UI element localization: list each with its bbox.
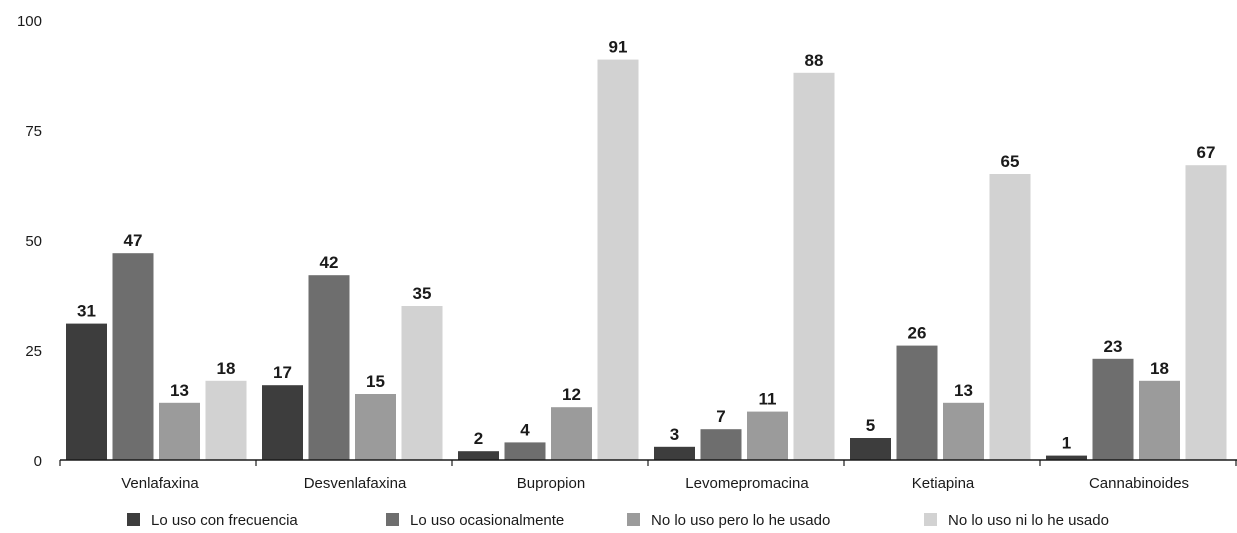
legend: Lo uso con frecuencia Lo uso ocasionalme… — [127, 512, 1109, 529]
category-label-venlafaxina: Venlafaxina — [121, 475, 199, 492]
data-label: 13 — [954, 381, 973, 400]
category-label-bupropion: Bupropion — [517, 475, 585, 492]
bar — [896, 345, 938, 460]
bar — [700, 429, 742, 460]
category-label-cannabinoides: Cannabinoides — [1089, 475, 1189, 492]
bar — [308, 275, 350, 460]
bar — [1046, 455, 1087, 460]
legend-swatch-frecuencia — [127, 513, 140, 526]
bar — [355, 394, 396, 460]
data-label: 17 — [273, 363, 292, 382]
bar — [262, 385, 303, 460]
data-label: 1 — [1062, 434, 1071, 453]
data-labels-layer: 31 47 13 18 17 42 15 35 2 4 12 91 3 7 11 88 5 26 13 65 1 23 18… — [77, 38, 1215, 453]
bars-layer — [66, 59, 1227, 461]
legend-label-nunca: No lo uso ni lo he usado — [948, 512, 1109, 529]
category-labels: Venlafaxina Desvenlafaxina Bupropion Lev… — [121, 475, 1189, 492]
x-axis-ticks — [59, 460, 1237, 466]
bar — [747, 411, 788, 460]
bar — [793, 72, 835, 461]
bar — [504, 442, 546, 460]
bar — [205, 380, 247, 460]
category-label-desvenlafaxina: Desvenlafaxina — [304, 475, 407, 492]
bar — [159, 402, 200, 460]
legend-label-frecuencia: Lo uso con frecuencia — [151, 512, 298, 529]
bar — [1185, 165, 1227, 460]
data-label: 11 — [759, 390, 777, 409]
bar — [401, 306, 443, 460]
category-label-ketiapina: Ketiapina — [912, 475, 975, 492]
legend-swatch-ocasionalmente — [386, 513, 399, 526]
data-label: 23 — [1104, 337, 1123, 356]
legend-swatch-nunca — [924, 513, 937, 526]
data-label: 5 — [866, 416, 875, 435]
bar — [943, 402, 984, 460]
data-label: 18 — [217, 359, 236, 378]
y-tick-label: 0 — [34, 453, 42, 470]
data-label: 18 — [1150, 359, 1169, 378]
y-tick-label: 100 — [17, 13, 42, 30]
data-label: 42 — [320, 253, 339, 272]
bar — [458, 451, 499, 460]
data-label: 12 — [562, 385, 581, 404]
data-label: 4 — [520, 420, 530, 439]
bar — [551, 407, 592, 460]
bar — [597, 59, 639, 460]
data-label: 26 — [908, 324, 927, 343]
y-tick-label: 75 — [25, 123, 42, 140]
y-tick-label: 25 — [25, 343, 42, 360]
data-label: 7 — [716, 407, 725, 426]
legend-label-ocasionalmente: Lo uso ocasionalmente — [410, 512, 564, 529]
bar — [1139, 380, 1180, 460]
data-label: 35 — [413, 284, 432, 303]
bar — [850, 438, 891, 460]
data-label: 2 — [474, 429, 483, 448]
legend-label-usado: No lo uso pero lo he usado — [651, 512, 830, 529]
data-label: 31 — [77, 302, 96, 321]
data-label: 91 — [609, 38, 628, 57]
legend-swatch-usado — [627, 513, 640, 526]
data-label: 15 — [366, 372, 385, 391]
bar — [989, 174, 1031, 460]
bar — [1092, 358, 1134, 460]
data-label: 47 — [124, 231, 143, 250]
bar — [654, 446, 695, 460]
category-label-levomepromacina: Levomepromacina — [685, 475, 809, 492]
bar — [112, 253, 154, 460]
bar — [66, 323, 107, 460]
data-label: 3 — [670, 425, 679, 444]
y-axis-ticks: 0 25 50 75 100 — [17, 13, 42, 470]
data-label: 65 — [1001, 152, 1020, 171]
y-tick-label: 50 — [25, 233, 42, 250]
data-label: 88 — [805, 51, 824, 70]
data-label: 13 — [170, 381, 189, 400]
data-label: 67 — [1197, 143, 1216, 162]
